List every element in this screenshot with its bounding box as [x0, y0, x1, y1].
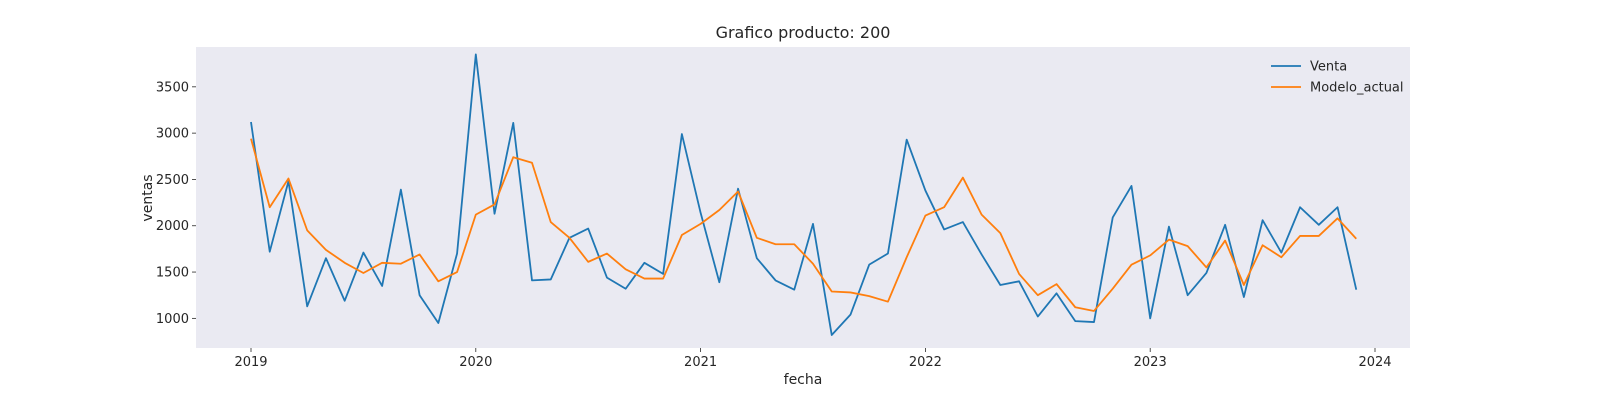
plot-area [196, 47, 1410, 348]
series-layer [250, 53, 1358, 336]
x-tick-label: 2020 [459, 355, 492, 370]
x-tick-label: 2021 [684, 355, 717, 370]
chart-title: Grafico producto: 200 [716, 23, 891, 42]
x-axis-ticks: 2019 2020 2021 2022 2023 2024 [234, 348, 1392, 370]
y-tick-label: 3500 [156, 80, 189, 95]
x-tick-label: 2022 [909, 355, 942, 370]
legend: Venta Modelo_actual [1271, 60, 1404, 96]
x-axis-label: fecha [784, 372, 823, 388]
y-axis-ticks: 1000 1500 2000 2500 3000 3500 [156, 80, 196, 327]
series-line-modelo-actual [250, 138, 1357, 312]
y-axis-label: ventas [140, 174, 156, 221]
series-line-venta [250, 53, 1358, 336]
y-tick-label: 3000 [156, 127, 189, 142]
legend-label: Modelo_actual [1310, 81, 1404, 96]
legend-label: Venta [1310, 60, 1347, 75]
x-tick-label: 2024 [1358, 355, 1391, 370]
x-tick-label: 2019 [234, 355, 267, 370]
y-tick-label: 2000 [156, 219, 189, 234]
y-tick-label: 1500 [156, 266, 189, 281]
y-tick-label: 1000 [156, 312, 189, 327]
x-tick-label: 2023 [1134, 355, 1167, 370]
y-tick-label: 2500 [156, 173, 189, 188]
